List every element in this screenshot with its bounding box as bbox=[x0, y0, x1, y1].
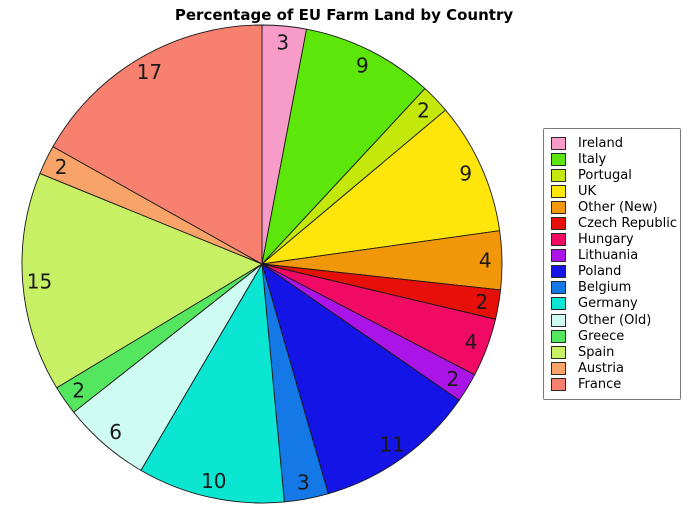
legend: Ireland Italy Portugal UK Other (New) Czech R… bbox=[543, 128, 681, 400]
legend-item: Austria bbox=[551, 360, 676, 376]
pie-slice-france bbox=[52, 24, 263, 265]
legend-item-label: France bbox=[578, 376, 622, 392]
legend-swatch bbox=[551, 217, 566, 231]
legend-item-label: Ireland bbox=[578, 135, 623, 151]
legend-swatch bbox=[551, 297, 566, 311]
legend-item-label: Greece bbox=[578, 328, 625, 344]
legend-swatch bbox=[551, 329, 566, 343]
legend-swatch bbox=[551, 184, 566, 198]
legend-item-label: Spain bbox=[578, 344, 615, 360]
legend-swatch bbox=[551, 313, 566, 327]
legend-item: Portugal bbox=[551, 167, 676, 183]
slice-value-label: 3 bbox=[276, 31, 289, 55]
pie-slice-spain bbox=[21, 172, 263, 389]
legend-item: Hungary bbox=[551, 232, 676, 248]
legend-item-label: Portugal bbox=[578, 167, 632, 183]
legend-item-label: Lithuania bbox=[578, 248, 639, 264]
slice-value-label: 3 bbox=[297, 470, 310, 494]
legend-item: Belgium bbox=[551, 280, 676, 296]
legend-item: Other (New) bbox=[551, 199, 676, 215]
legend-item-label: Czech Republic bbox=[578, 216, 677, 232]
legend-swatch bbox=[551, 345, 566, 359]
slice-value-label: 11 bbox=[379, 433, 404, 457]
legend-item: France bbox=[551, 376, 676, 392]
legend-swatch bbox=[551, 249, 566, 263]
pie-slice-italy bbox=[261, 28, 426, 265]
slice-value-label: 2 bbox=[72, 379, 85, 403]
legend-swatch bbox=[551, 361, 566, 375]
slice-value-label: 2 bbox=[476, 290, 489, 314]
legend-item-label: Hungary bbox=[578, 232, 634, 248]
legend-swatch bbox=[551, 200, 566, 214]
legend-swatch bbox=[551, 265, 566, 279]
legend-item-label: Other (Old) bbox=[578, 312, 652, 328]
legend-item-label: Other (New) bbox=[578, 199, 658, 215]
slice-value-label: 6 bbox=[109, 420, 122, 444]
pie-slice-uk bbox=[261, 109, 501, 265]
pie-slice-poland bbox=[261, 263, 460, 495]
legend-item-label: UK bbox=[578, 183, 597, 199]
slice-value-label: 4 bbox=[479, 249, 492, 273]
legend-item: Greece bbox=[551, 328, 676, 344]
legend-item: Czech Republic bbox=[551, 215, 677, 232]
legend-swatch bbox=[551, 281, 566, 295]
slice-value-label: 4 bbox=[465, 330, 478, 354]
legend-swatch bbox=[551, 233, 566, 247]
legend-item: Poland bbox=[551, 264, 676, 280]
slice-value-label: 17 bbox=[137, 60, 162, 84]
slice-value-label: 9 bbox=[459, 161, 472, 185]
legend-swatch bbox=[551, 168, 566, 182]
legend-item-label: Austria bbox=[578, 360, 624, 376]
chart-title: Percentage of EU Farm Land by Country bbox=[174, 6, 514, 24]
legend-item: Lithuania bbox=[551, 248, 676, 264]
slice-value-label: 15 bbox=[27, 269, 52, 293]
legend-item-label: Belgium bbox=[578, 280, 632, 296]
legend-item: UK bbox=[551, 183, 676, 199]
pie-slice-germany bbox=[140, 263, 285, 504]
slice-value-label: 9 bbox=[356, 54, 369, 78]
legend-swatch bbox=[551, 152, 566, 166]
legend-item: Spain bbox=[551, 344, 676, 360]
legend-item-label: Germany bbox=[578, 296, 638, 312]
legend-swatch bbox=[551, 377, 566, 391]
legend-item: Other (Old) bbox=[551, 312, 676, 328]
slice-value-label: 10 bbox=[201, 469, 226, 493]
legend-item: Italy bbox=[551, 151, 676, 167]
legend-item: Germany bbox=[551, 296, 676, 312]
slice-value-label: 2 bbox=[417, 99, 430, 123]
legend-swatch bbox=[551, 136, 566, 150]
slice-value-label: 2 bbox=[447, 367, 460, 391]
legend-item: Ireland bbox=[551, 135, 676, 151]
legend-item-label: Italy bbox=[578, 151, 607, 167]
legend-item-label: Poland bbox=[578, 264, 622, 280]
slice-value-label: 2 bbox=[55, 155, 68, 179]
